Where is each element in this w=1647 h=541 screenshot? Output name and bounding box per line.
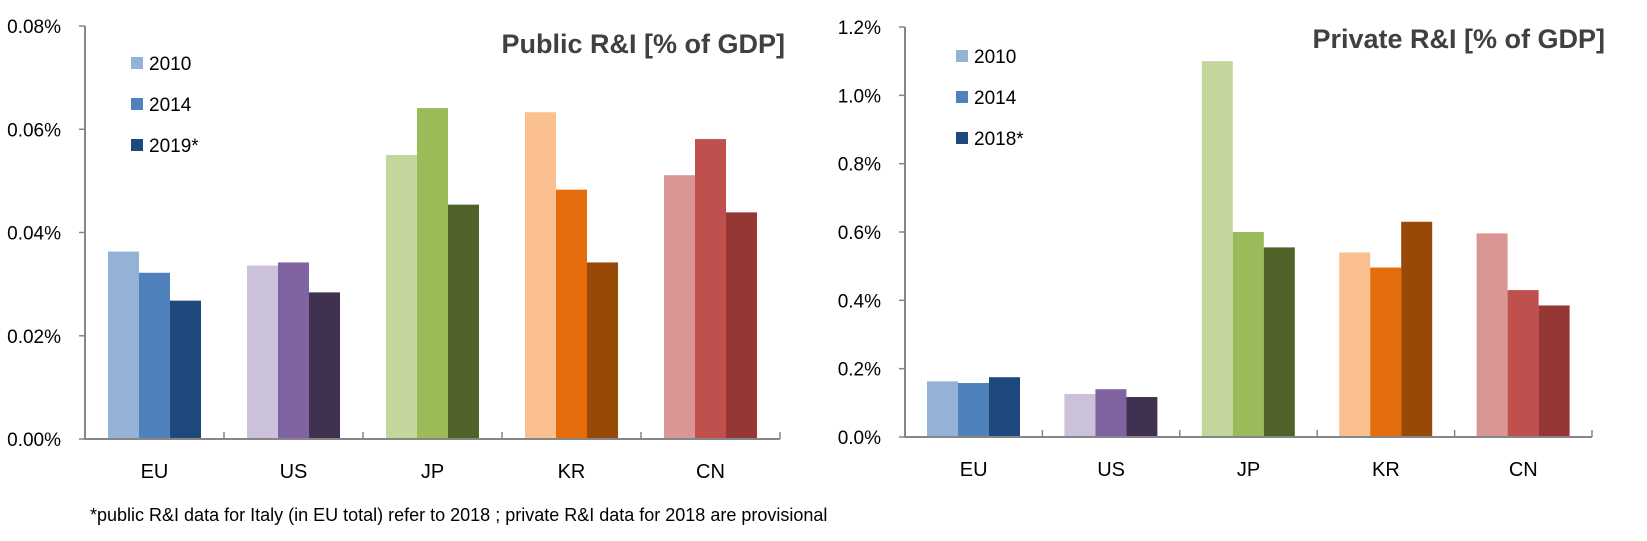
y-tick-label: 0.2% [838,360,881,381]
bar-eu-2014 [139,272,170,439]
bar-us-2010 [1064,393,1096,437]
bar-jp-2019 [448,204,479,439]
y-tick-label: 0.00% [7,430,61,451]
bar-eu-2018 [989,377,1020,437]
legend-label: 2010 [974,47,1016,68]
y-tick-label: 0.8% [838,155,881,176]
bar-cn-2019 [726,212,757,439]
bar-cn-2014 [695,139,726,439]
legend-label: 2018* [974,129,1024,150]
y-tick-label: 0.06% [7,120,61,141]
bar-us-2014 [278,262,309,439]
bar-us-2019 [309,292,340,439]
legend-swatch [131,57,143,69]
legend-label: 2010 [149,54,191,75]
bar-eu-2019 [170,300,201,439]
y-tick-label: 1.0% [838,86,881,107]
x-tick-label: US [1097,459,1125,481]
bar-us-2018 [1126,397,1158,437]
y-tick-label: 0.0% [838,428,881,449]
legend-swatch [956,91,968,103]
bar-kr-2018 [1401,221,1433,437]
bar-jp-2010 [1201,61,1233,438]
public-rni-chart: Public R&I [% of GDP] EU US JP KR CN 0.00% 0.0… [7,17,785,483]
legend-swatch [131,98,143,110]
legend-swatch [956,50,968,62]
bar-kr-2014 [556,189,587,439]
y-tick-label: 0.02% [7,327,61,348]
legend-swatch [956,132,968,144]
x-tick-label: KR [558,461,586,483]
legend-label: 2014 [974,88,1017,109]
legend-label: 2019* [149,136,199,157]
x-tick-label: CN [696,461,725,483]
x-tick-label: CN [1509,459,1538,481]
x-tick-label: EU [960,459,988,481]
bar-cn-2010 [1476,233,1508,437]
bar-jp-2014 [417,108,448,440]
bar-kr-2014 [1370,267,1402,437]
bar-us-2010 [247,265,278,439]
legend-swatch [131,139,143,151]
y-tick-label: 0.6% [838,223,881,244]
x-tick-label: JP [421,461,444,483]
y-tick-label: 1.2% [838,18,881,39]
bar-jp-2018 [1263,247,1295,437]
x-tick-label: JP [1237,459,1260,481]
chart-title: Private R&I [% of GDP] [1312,24,1605,54]
bar-kr-2019 [587,262,618,439]
bar-cn-2018 [1538,305,1570,437]
x-tick-label: US [280,461,308,483]
y-tick-label: 0.08% [7,17,61,38]
bar-eu-2010 [108,251,139,439]
y-tick-label: 0.04% [7,224,61,245]
y-tick-label: 0.4% [838,291,881,312]
footnote: *public R&I data for Italy (in EU total)… [90,505,828,525]
bar-kr-2010 [525,112,556,440]
private-rni-chart: Private R&I [% of GDP] EU US JP KR CN 0.0% 0.2… [838,18,1605,481]
bar-us-2014 [1095,389,1127,437]
legend-label: 2014 [149,95,192,116]
x-tick-label: EU [141,461,169,483]
bar-kr-2010 [1339,252,1371,437]
bar-jp-2014 [1232,232,1264,437]
x-tick-label: KR [1372,459,1400,481]
bar-cn-2014 [1507,290,1539,437]
chart-title: Public R&I [% of GDP] [502,29,786,59]
bar-eu-2010 [927,381,958,437]
bar-jp-2010 [386,155,417,439]
bar-cn-2010 [664,175,695,440]
bar-eu-2014 [958,383,989,437]
